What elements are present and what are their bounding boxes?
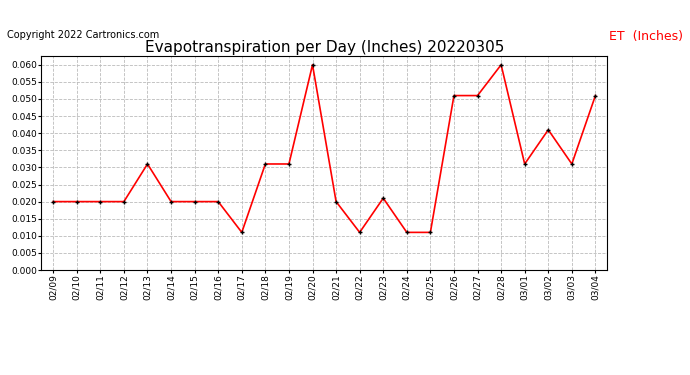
Text: Copyright 2022 Cartronics.com: Copyright 2022 Cartronics.com	[7, 30, 159, 40]
Text: ET  (Inches): ET (Inches)	[609, 30, 683, 43]
Title: Evapotranspiration per Day (Inches) 20220305: Evapotranspiration per Day (Inches) 2022…	[145, 40, 504, 55]
